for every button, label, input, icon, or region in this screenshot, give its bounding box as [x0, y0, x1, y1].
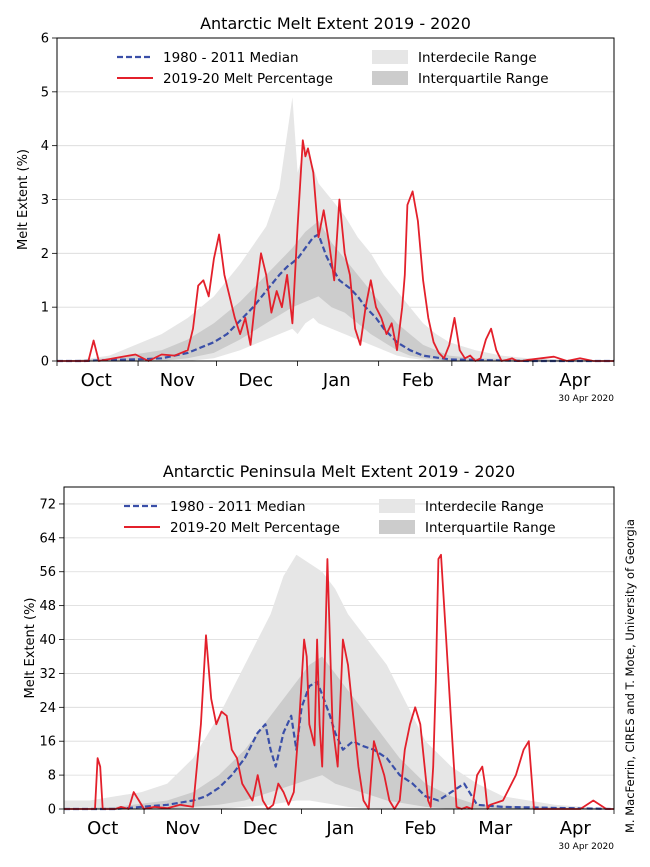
y-tick-label: 1: [41, 301, 49, 316]
chart-2: Antarctic Peninsula Melt Extent 2019 - 2…: [23, 462, 615, 852]
y-tick-label: 6: [41, 32, 49, 47]
month-label: Jan: [322, 370, 351, 391]
plot-frame: [63, 486, 615, 810]
plot-frame: [56, 37, 615, 362]
y-tick-label: 48: [39, 599, 56, 614]
y-tick-label: 40: [39, 633, 56, 648]
y-tick-label: 16: [39, 735, 56, 750]
legend: 1980 - 2011 Median 2019-20 Melt Percentag…: [124, 499, 556, 536]
y-tick-label: 72: [39, 497, 56, 512]
date-label: 30 Apr 2020: [558, 842, 614, 852]
legend-interdecile-swatch: [372, 50, 408, 64]
legend: 1980 - 2011 Median 2019-20 Melt Percentag…: [117, 50, 549, 87]
y-tick-label: 24: [39, 701, 56, 716]
month-label: Mar: [478, 818, 513, 839]
y-tick-label: 5: [41, 85, 49, 100]
credit-text: M. MacFerrin, CIRES and T. Mote, Univers…: [623, 519, 637, 833]
legend-median-label: 1980 - 2011 Median: [170, 499, 306, 515]
interquartile-band: [57, 221, 614, 361]
month-label: Dec: [243, 818, 278, 839]
month-label: Oct: [81, 370, 112, 391]
legend-melt-label: 2019-20 Melt Percentage: [163, 71, 333, 87]
month-label: Nov: [165, 818, 200, 839]
interdecile-band: [57, 97, 614, 361]
y-tick-label: 0: [41, 355, 49, 370]
legend-interquartile-label: Interquartile Range: [418, 71, 549, 87]
melt-line: [57, 139, 614, 362]
month-label: Apr: [559, 370, 591, 391]
y-tick-label: 8: [48, 769, 56, 784]
y-tick-label: 0: [48, 803, 56, 818]
y-tick-label: 4: [41, 139, 49, 154]
month-label: Dec: [238, 370, 273, 391]
legend-interdecile-label: Interdecile Range: [418, 50, 537, 66]
month-label: Mar: [477, 370, 512, 391]
chart-1: Antarctic Melt Extent 2019 - 2020 0 1 2 3 4 5 6…: [16, 14, 615, 404]
credit-text-container: M. MacFerrin, CIRES and T. Mote, Univers…: [620, 448, 638, 848]
legend-interquartile-swatch: [372, 71, 408, 85]
legend-median-label: 1980 - 2011 Median: [163, 50, 299, 66]
y-tick-label: 32: [39, 667, 56, 682]
y-tick-label: 3: [41, 193, 49, 208]
chart-title: Antarctic Peninsula Melt Extent 2019 - 2…: [163, 462, 515, 481]
month-label: Feb: [404, 818, 436, 839]
month-label: Nov: [160, 370, 195, 391]
legend-interquartile-swatch: [379, 520, 415, 534]
y-tick-label: 64: [39, 531, 56, 546]
date-label: 30 Apr 2020: [558, 394, 614, 404]
month-label: Oct: [87, 818, 118, 839]
y-tick-label: 2: [41, 247, 49, 262]
melt-line: [64, 553, 614, 810]
month-label: Feb: [402, 370, 434, 391]
y-tick-label: 56: [39, 565, 56, 580]
legend-interdecile-swatch: [379, 499, 415, 513]
credit-svg: M. MacFerrin, CIRES and T. Mote, Univers…: [623, 519, 637, 833]
median-line: [64, 680, 615, 811]
legend-interquartile-label: Interquartile Range: [425, 520, 556, 536]
month-label: Jan: [325, 818, 354, 839]
month-label: Apr: [560, 818, 592, 839]
chart-title: Antarctic Melt Extent 2019 - 2020: [200, 14, 471, 33]
y-axis-label: Melt Extent (%): [23, 597, 38, 698]
legend-interdecile-label: Interdecile Range: [425, 499, 544, 515]
legend-melt-label: 2019-20 Melt Percentage: [170, 520, 340, 536]
y-axis-label: Melt Extent (%): [16, 149, 31, 250]
